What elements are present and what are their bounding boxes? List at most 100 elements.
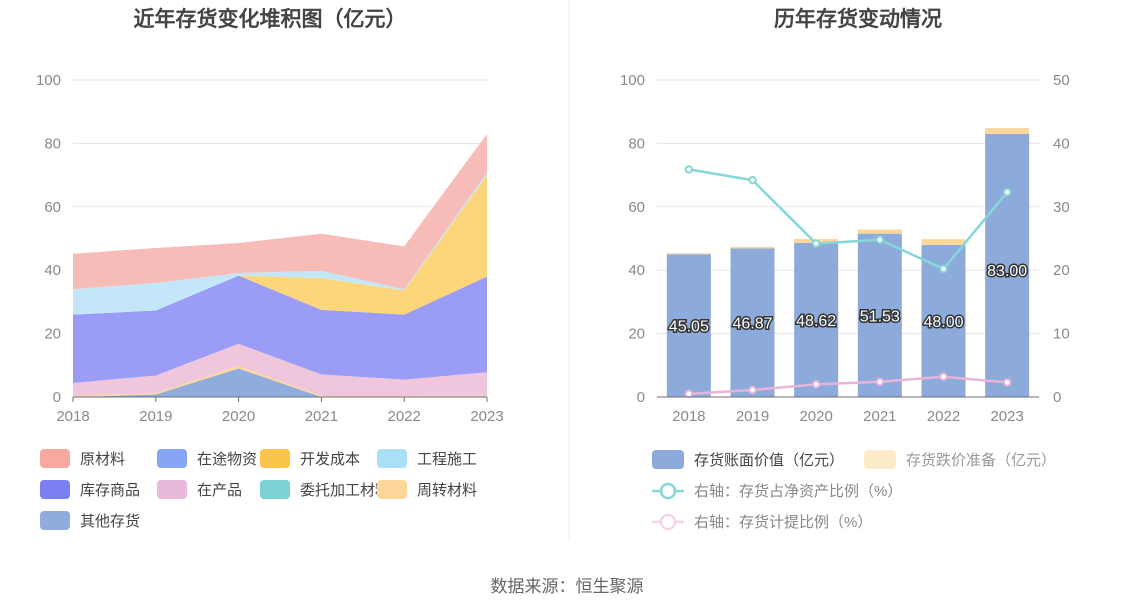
right-x-tick-label: 2020 (799, 408, 832, 425)
left-stacked-areas (73, 133, 487, 397)
left-x-tick-label: 2022 (388, 408, 421, 425)
right-y-tick-label: 40 (628, 262, 645, 279)
bar-impairment-reserve (985, 128, 1030, 134)
left-x-tick-label: 2020 (222, 408, 255, 425)
legend-marker-swatch (659, 513, 677, 531)
point-provision-ratio (875, 377, 885, 386)
left-x-tick-label: 2021 (305, 408, 338, 425)
legend-label-委托加工材料: 委托加工材料 (300, 482, 390, 499)
right-axes: 0 20 40 60 80 100 0 10 20 30 40 50 2018 2019 2020 2021 2… (620, 72, 1070, 425)
area-原材料 (73, 133, 487, 290)
legend-label-在途物资: 在途物资 (197, 451, 257, 468)
right-y2-tick-label: 50 (1053, 72, 1070, 89)
point-provision-ratio (684, 389, 694, 399)
point-net-asset-ratio (748, 175, 757, 185)
bar-data-label: 83.00 (987, 263, 1027, 280)
bar-impairment-reserve (921, 239, 966, 245)
point-net-asset-ratio (1002, 188, 1012, 197)
bar-data-label: 51.53 (860, 308, 900, 325)
legend-label-库存商品: 库存商品 (80, 482, 140, 499)
right-y-tick-label: 80 (628, 135, 645, 152)
bar-book-value (794, 242, 839, 397)
left-y-tick-label: 100 (36, 72, 61, 89)
right-y2-tick-label: 0 (1053, 389, 1061, 406)
area-其他存货 (73, 368, 487, 397)
bar-data-label: 45.05 (669, 319, 709, 336)
source-note: 数据来源：恒生聚源 (491, 577, 644, 596)
legend-line-label: 右轴：存货计提比例（%） (694, 514, 872, 531)
right-x-tick-label: 2022 (927, 408, 960, 425)
left-y-tick-label: 40 (44, 262, 61, 279)
area-在产品 (73, 343, 487, 397)
legend-label-开发成本: 开发成本 (300, 451, 360, 468)
legend-line-label: 右轴：存货占净资产比例（%） (694, 483, 902, 500)
bar-book-value (857, 233, 902, 397)
legend-swatch-周转材料 (377, 480, 407, 499)
left-chart-title: 近年存货变化堆积图（亿元） (134, 7, 407, 31)
legend-swatch-book-value (652, 450, 684, 469)
legend-swatch-在途物资 (157, 449, 187, 468)
bar-data-label: 48.00 (923, 314, 963, 331)
area-库存商品 (73, 275, 487, 384)
legend-swatch-impairment (864, 450, 896, 469)
left-y-tick-label: 80 (44, 135, 61, 152)
legend-swatch-原材料 (40, 449, 70, 468)
left-x-tick-label: 2023 (470, 408, 503, 425)
legend-label-工程施工: 工程施工 (417, 451, 477, 468)
legend-marker-swatch (659, 482, 677, 500)
right-x-tick-label: 2023 (990, 408, 1023, 425)
legend-swatch-委托加工材料 (260, 480, 290, 499)
legend-swatch-在产品 (157, 480, 187, 499)
right-y2-tick-label: 10 (1053, 326, 1070, 343)
point-net-asset-ratio (811, 239, 821, 248)
right-y2-tick-label: 20 (1053, 262, 1070, 279)
bar-book-value (985, 133, 1030, 397)
legend-label-其他存货: 其他存货 (80, 513, 140, 530)
point-provision-ratio (748, 385, 757, 395)
right-legend: 存货账面价值（亿元） 存货跌价准备（亿元）右轴：存货占净资产比例（%） 右轴：存货计… (652, 450, 1056, 531)
point-net-asset-ratio (939, 264, 948, 274)
right-lines (684, 165, 1012, 399)
right-y-tick-label: 60 (628, 199, 645, 216)
right-y-tick-label: 100 (620, 72, 645, 89)
bar-impairment-reserve (857, 229, 902, 234)
legend-swatch-其他存货 (40, 511, 70, 530)
point-provision-ratio (939, 372, 948, 381)
area-周转材料 (73, 365, 487, 397)
area-开发成本 (73, 175, 487, 315)
legend-swatch-开发成本 (260, 449, 290, 468)
right-chart-title: 历年存货变动情况 (774, 7, 942, 31)
legend-label-在产品: 在产品 (197, 482, 242, 499)
right-gridlines (657, 79, 1039, 335)
line-provision-ratio (688, 375, 1008, 396)
line-net-asset-ratio (688, 168, 1009, 271)
left-y-tick-label: 60 (44, 199, 61, 216)
bar-data-label: 46.87 (732, 316, 772, 333)
left-x-tick-label: 2018 (56, 408, 89, 425)
legend-label-周转材料: 周转材料 (417, 482, 477, 499)
left-y-tick-label: 0 (53, 389, 61, 406)
right-x-tick-label: 2021 (863, 408, 896, 425)
right-x-tick-label: 2018 (672, 408, 705, 425)
point-net-asset-ratio (684, 165, 694, 174)
bar-book-value (666, 254, 711, 397)
legend-label-原材料: 原材料 (80, 451, 125, 468)
left-y-tick-label: 20 (44, 326, 61, 343)
right-x-tick-label: 2019 (736, 408, 769, 425)
area-工程施工 (73, 172, 487, 315)
right-y2-tick-label: 30 (1053, 199, 1070, 216)
bar-impairment-reserve (666, 253, 711, 255)
left-x-tick-label: 2019 (139, 408, 172, 425)
right-y2-tick-label: 40 (1053, 135, 1070, 152)
right-y-tick-label: 0 (637, 389, 645, 406)
point-provision-ratio (1002, 378, 1012, 387)
bar-book-value (730, 248, 775, 397)
legend-swatch-工程施工 (377, 449, 407, 468)
legend-label-book-value: 存货账面价值（亿元） (694, 452, 844, 469)
point-net-asset-ratio (875, 235, 885, 244)
right-bars: 45.05 46.87 48.62 51.53 48.00 83.00 (666, 128, 1030, 397)
left-axes: 0 20 40 60 80 100 2018 2019 2020 2021 2022 2023 (36, 72, 504, 425)
right-y-tick-label: 20 (628, 326, 645, 343)
